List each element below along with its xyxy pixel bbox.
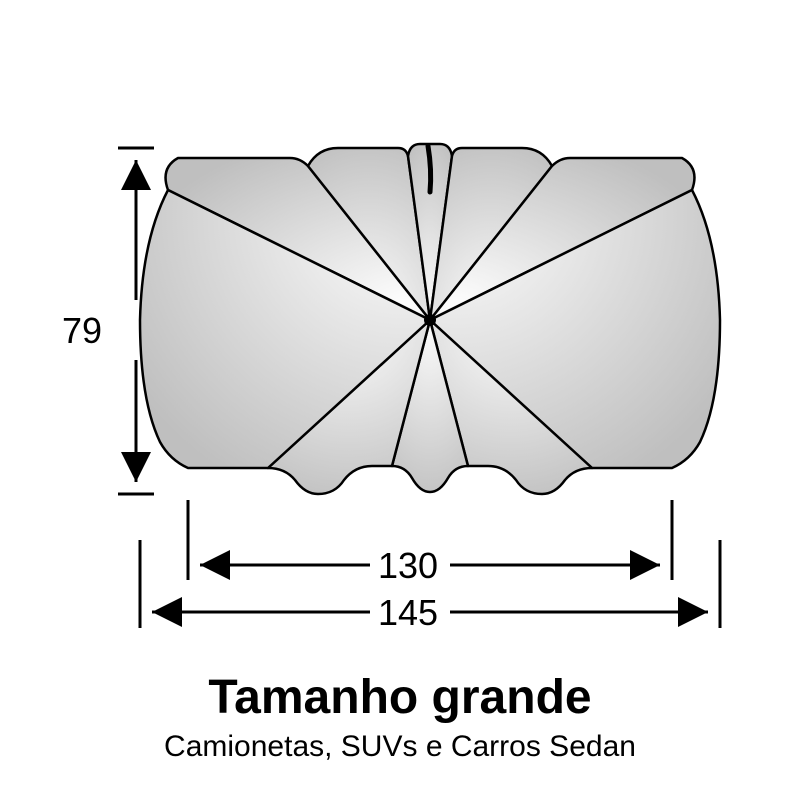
height-value: 79 — [62, 310, 102, 352]
width-outer-value: 145 — [378, 592, 438, 634]
center-dot-icon — [424, 314, 436, 326]
center-notch-icon — [428, 146, 431, 192]
diagram-container: 79 130 145 Tamanho grande Camionetas, SU… — [0, 0, 800, 800]
page-subtitle: Camionetas, SUVs e Carros Sedan — [0, 730, 800, 764]
page-title: Tamanho grande — [0, 670, 800, 725]
width-inner-value: 130 — [378, 545, 438, 587]
